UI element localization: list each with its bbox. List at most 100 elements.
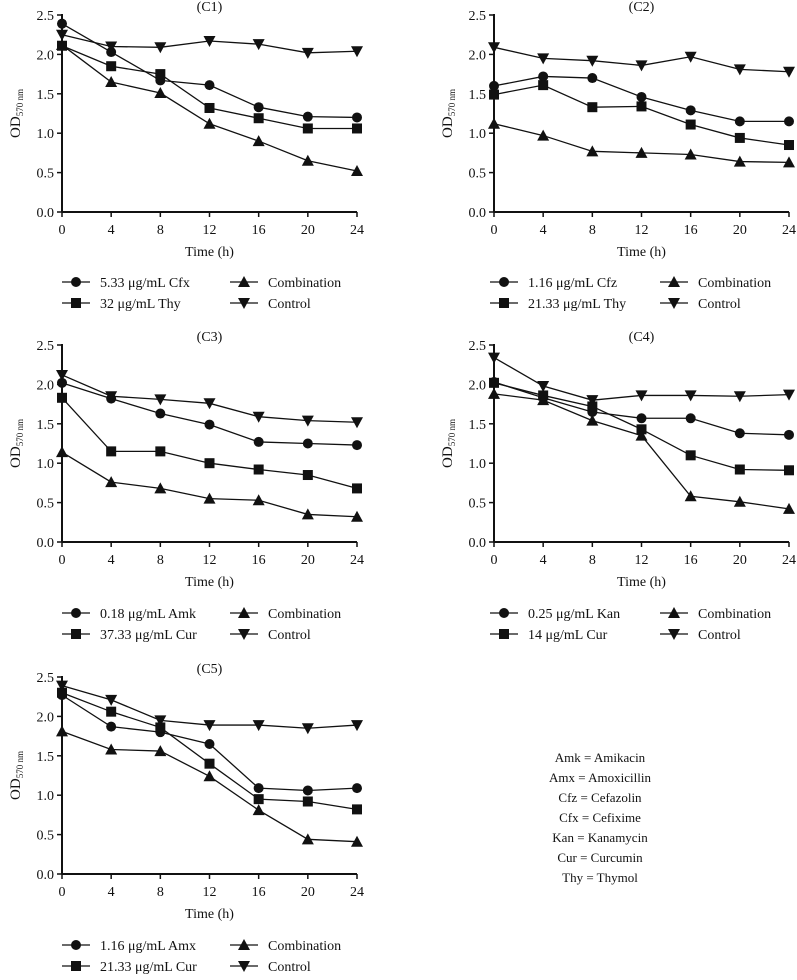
legend-label: Control bbox=[698, 628, 741, 643]
legend-label: Control bbox=[698, 297, 741, 312]
legend-item: Combination bbox=[660, 607, 771, 622]
data-point bbox=[537, 129, 550, 141]
x-tick-label: 16 bbox=[252, 553, 266, 568]
x-tick-label: 24 bbox=[350, 553, 364, 568]
data-point bbox=[685, 450, 696, 461]
abbreviation-item: Kan = Kanamycin bbox=[552, 830, 648, 845]
abbreviation-item: Cfx = Cefixime bbox=[559, 810, 641, 825]
data-point bbox=[204, 458, 215, 469]
legend-item: Combination bbox=[660, 276, 771, 291]
data-point bbox=[784, 140, 794, 151]
series-circle bbox=[57, 377, 362, 451]
data-point bbox=[154, 745, 167, 757]
y-axis-label: OD570 nm bbox=[440, 419, 457, 468]
data-point bbox=[301, 415, 314, 427]
y-tick-label: 0.0 bbox=[469, 206, 487, 221]
y-tick-label: 0.0 bbox=[37, 206, 55, 221]
data-point bbox=[302, 123, 313, 134]
data-point bbox=[302, 438, 313, 449]
data-point bbox=[302, 796, 313, 807]
data-point bbox=[203, 770, 216, 782]
x-axis-label: Time (h) bbox=[617, 575, 666, 590]
legend-marker bbox=[499, 298, 509, 308]
legend-marker bbox=[238, 276, 250, 287]
legend-label: 1.16 μg/mL Cfz bbox=[528, 276, 617, 291]
data-point bbox=[155, 446, 166, 457]
y-tick-label: 0.5 bbox=[469, 497, 487, 512]
x-tick-label: 8 bbox=[157, 553, 164, 568]
chart-panel-1: (C1) 0.0 0.5 1.0 1.5 2.0 2.5 0 4 8 12 16 20 24 Time (h… bbox=[8, 0, 364, 312]
legend-item: 0.25 μg/mL Kan bbox=[490, 607, 620, 622]
legend-marker bbox=[238, 298, 250, 309]
data-point bbox=[105, 476, 118, 488]
data-point bbox=[586, 55, 599, 67]
data-point bbox=[155, 69, 166, 80]
data-point bbox=[351, 720, 363, 732]
x-tick-label: 12 bbox=[203, 553, 217, 568]
data-point bbox=[783, 66, 795, 78]
legend-label: Control bbox=[268, 960, 311, 975]
series-triangle-down bbox=[56, 29, 363, 59]
data-point bbox=[105, 75, 118, 87]
data-point bbox=[783, 389, 795, 401]
x-tick-label: 12 bbox=[635, 553, 649, 568]
data-point bbox=[538, 80, 549, 91]
legend-item: 32 μg/mL Thy bbox=[62, 297, 181, 312]
x-tick-label: 20 bbox=[301, 553, 315, 568]
series-triangle-up bbox=[488, 117, 795, 168]
data-point bbox=[203, 36, 216, 48]
x-tick-label: 24 bbox=[350, 223, 364, 238]
series-triangle-down bbox=[56, 369, 363, 429]
data-point bbox=[685, 119, 696, 130]
data-point bbox=[636, 413, 647, 424]
x-tick-label: 0 bbox=[491, 553, 498, 568]
x-tick-label: 4 bbox=[108, 553, 115, 568]
x-tick-label: 8 bbox=[157, 885, 164, 900]
y-tick-label: 2.5 bbox=[37, 339, 55, 354]
legend-marker bbox=[238, 939, 250, 950]
data-point bbox=[57, 687, 67, 698]
data-point bbox=[587, 401, 598, 412]
data-point bbox=[352, 123, 362, 134]
data-point bbox=[56, 446, 68, 458]
data-point bbox=[253, 113, 264, 124]
data-point bbox=[351, 835, 363, 847]
data-point bbox=[352, 112, 362, 123]
data-point bbox=[635, 60, 648, 72]
legend-item: Combination bbox=[230, 939, 341, 954]
data-point bbox=[488, 117, 500, 129]
legend-marker bbox=[668, 607, 680, 618]
data-point bbox=[302, 785, 313, 796]
data-point bbox=[636, 91, 647, 102]
y-tick-label: 2.0 bbox=[37, 710, 55, 725]
data-point bbox=[734, 428, 745, 439]
x-tick-label: 8 bbox=[589, 223, 596, 238]
abbreviation-key: Amk = Amikacin Amx = Amoxicillin Cfz = Cef… bbox=[549, 750, 651, 885]
chart-title: (C3) bbox=[197, 330, 223, 345]
data-point bbox=[734, 116, 745, 127]
y-tick-label: 2.5 bbox=[469, 9, 487, 24]
y-tick-label: 1.5 bbox=[469, 418, 487, 433]
x-tick-label: 12 bbox=[635, 223, 649, 238]
data-point bbox=[106, 706, 117, 717]
data-point bbox=[301, 723, 314, 735]
legend-label: 0.18 μg/mL Amk bbox=[100, 607, 196, 622]
legend-label: Combination bbox=[268, 939, 341, 954]
x-axis-label: Time (h) bbox=[185, 575, 234, 590]
legend-marker bbox=[499, 629, 509, 639]
abbreviation-item: Amk = Amikacin bbox=[555, 750, 646, 765]
chart-title: (C4) bbox=[629, 330, 655, 345]
data-point bbox=[56, 680, 68, 692]
data-point bbox=[301, 833, 314, 845]
legend-label: 32 μg/mL Thy bbox=[100, 297, 181, 312]
legend-marker bbox=[71, 608, 81, 618]
x-tick-label: 16 bbox=[252, 223, 266, 238]
legend-label: 21.33 μg/mL Cur bbox=[100, 960, 197, 975]
data-point bbox=[586, 145, 599, 157]
series-circle bbox=[57, 18, 362, 123]
y-tick-label: 1.0 bbox=[37, 457, 55, 472]
legend-item: Control bbox=[230, 960, 311, 975]
x-tick-label: 20 bbox=[301, 223, 315, 238]
legend-marker bbox=[668, 276, 680, 287]
y-axis-label: OD570 nm bbox=[8, 419, 25, 468]
